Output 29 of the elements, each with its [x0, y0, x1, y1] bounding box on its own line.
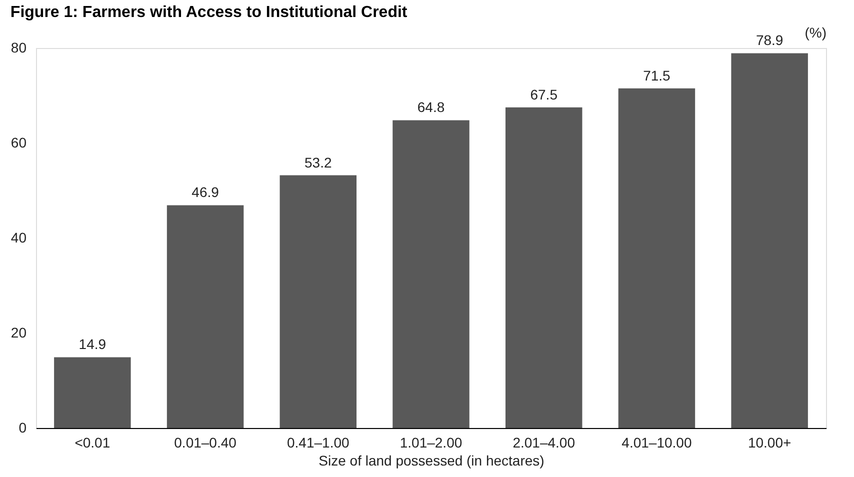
- x-tick-label: 0.01–0.40: [174, 434, 237, 450]
- bar: [54, 357, 131, 428]
- y-tick-label: 80: [10, 40, 27, 56]
- y-tick-label: 40: [10, 230, 27, 246]
- data-label: 67.5: [530, 86, 558, 102]
- data-label: 53.2: [304, 154, 332, 170]
- bar: [618, 88, 696, 428]
- data-label: 78.9: [756, 32, 784, 48]
- bar: [505, 107, 582, 428]
- chart-title: Figure 1: Farmers with Access to Institutional Credit: [10, 4, 408, 21]
- data-label: 14.9: [78, 336, 106, 352]
- data-label: 71.5: [643, 67, 671, 84]
- bar: [280, 175, 357, 428]
- y-tick-label: 60: [10, 134, 27, 150]
- x-tick-label: 4.01–10.00: [622, 434, 692, 450]
- y-tick-label: 0: [18, 420, 27, 436]
- bar: [166, 205, 244, 428]
- y-axis-title: (%): [804, 24, 826, 40]
- x-tick-label: 0.41–1.00: [286, 434, 350, 450]
- bar: [392, 120, 470, 428]
- bar: [731, 53, 808, 428]
- data-label: 64.8: [417, 99, 445, 116]
- x-axis-title: Size of land possessed (in hectares): [318, 452, 544, 468]
- x-tick-label: <0.01: [74, 434, 110, 450]
- x-tick-label: 10.00+: [748, 434, 792, 450]
- y-tick-label: 20: [10, 324, 27, 340]
- x-tick-label: 2.01–4.00: [512, 434, 576, 450]
- data-label: 46.9: [192, 184, 220, 200]
- x-tick-label: 1.01–2.00: [400, 434, 462, 450]
